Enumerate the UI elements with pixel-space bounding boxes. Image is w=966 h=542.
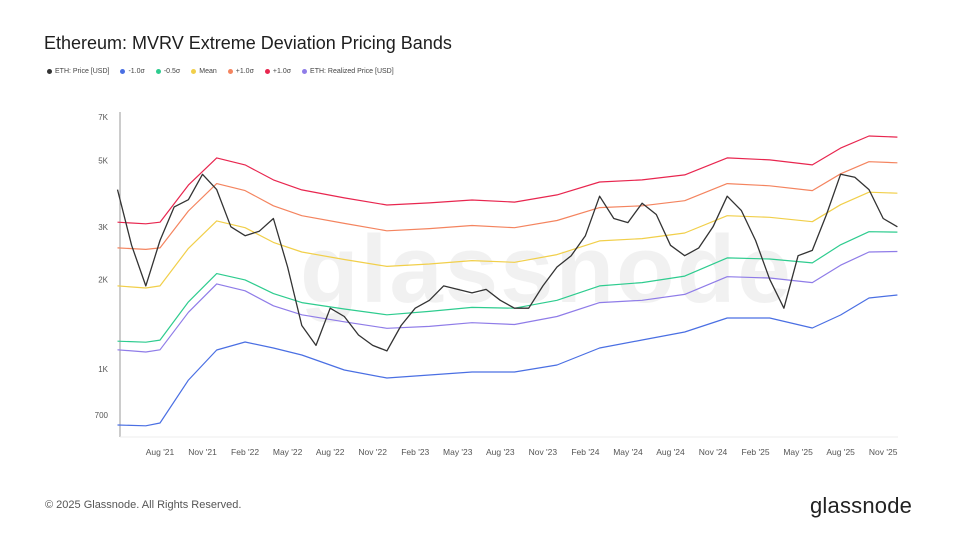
- x-tick-label: Nov '22: [358, 447, 387, 457]
- x-tick-label: Feb '23: [401, 447, 429, 457]
- x-tick-label: May '22: [273, 447, 303, 457]
- legend-label: +1.0σ: [272, 68, 292, 75]
- legend-item-mean[interactable]: Mean: [191, 68, 217, 75]
- x-tick-label: Feb '24: [571, 447, 599, 457]
- x-tick-label: Nov '23: [529, 447, 558, 457]
- glassnode-logo: glassnode: [810, 493, 913, 518]
- y-tick-label: 1K: [98, 365, 108, 374]
- x-tick-label: Feb '25: [742, 447, 770, 457]
- y-tick-label: 2K: [98, 275, 108, 284]
- legend-label: -1.0σ: [128, 68, 145, 75]
- x-tick-label: May '25: [783, 447, 813, 457]
- legend-label: -0.5σ: [163, 68, 181, 75]
- legend-swatch: [227, 69, 233, 74]
- legend-item-plus1sigma-a[interactable]: +1.0σ: [227, 68, 254, 75]
- legend-item-plus1sigma-b[interactable]: +1.0σ: [264, 68, 292, 75]
- legend-label: ETH: Price [USD]: [55, 68, 110, 75]
- x-tick-label: May '23: [443, 447, 473, 457]
- legend-item-price[interactable]: ETH: Price [USD]: [47, 68, 109, 75]
- x-tick-label: May '24: [613, 447, 643, 457]
- series-line--1-0--1: [117, 294, 898, 427]
- x-tick-label: Nov '24: [699, 447, 728, 457]
- chart-title: Ethereum: MVRV Extreme Deviation Pricing…: [44, 33, 452, 53]
- series-line--1-0--4: [117, 161, 898, 250]
- legend-label: ETH: Realized Price [USD]: [310, 68, 394, 75]
- series-line-eth-realized-price-usd--6: [117, 250, 898, 353]
- y-tick-label: 7K: [98, 113, 108, 122]
- x-tick-label: Feb '22: [231, 447, 259, 457]
- legend-swatch: [120, 69, 126, 74]
- legend-item-minus05sigma[interactable]: -0.5σ: [155, 68, 181, 75]
- x-tick-label: Nov '21: [188, 447, 217, 457]
- legend-swatch: [191, 69, 197, 74]
- legend-swatch: [302, 69, 308, 74]
- legend-label: +1.0σ: [235, 68, 254, 75]
- x-tick-label: Aug '25: [826, 447, 855, 457]
- legend-item-minus1sigma[interactable]: -1.0σ: [120, 68, 145, 75]
- legend-swatch: [155, 69, 161, 74]
- legend-swatch: [264, 69, 270, 74]
- y-tick-label: 5K: [98, 157, 108, 166]
- series-line-mean-3: [117, 191, 898, 289]
- legend-item-realized-price[interactable]: ETH: Realized Price [USD]: [302, 68, 394, 75]
- x-tick-label: Aug '24: [656, 447, 685, 457]
- legend-swatch: [47, 69, 52, 74]
- legend-label: Mean: [199, 68, 217, 75]
- x-tick-label: Nov '25: [869, 447, 898, 457]
- x-tick-label: Aug '23: [486, 447, 515, 457]
- copyright: © 2025 Glassnode. All Rights Reserved.: [45, 499, 242, 511]
- legend: ETH: Price [USD] -1.0σ -0.5σ Mean +1.0σ …: [47, 68, 394, 75]
- series-line--1-0--5: [117, 135, 898, 225]
- x-tick-label: Aug '21: [146, 447, 175, 457]
- y-tick-label: 700: [95, 411, 109, 420]
- x-tick-label: Aug '22: [316, 447, 345, 457]
- y-tick-label: 3K: [98, 223, 108, 232]
- series-line--0-5--2: [117, 231, 898, 343]
- series-line-eth-price-usd--0: [116, 173, 898, 352]
